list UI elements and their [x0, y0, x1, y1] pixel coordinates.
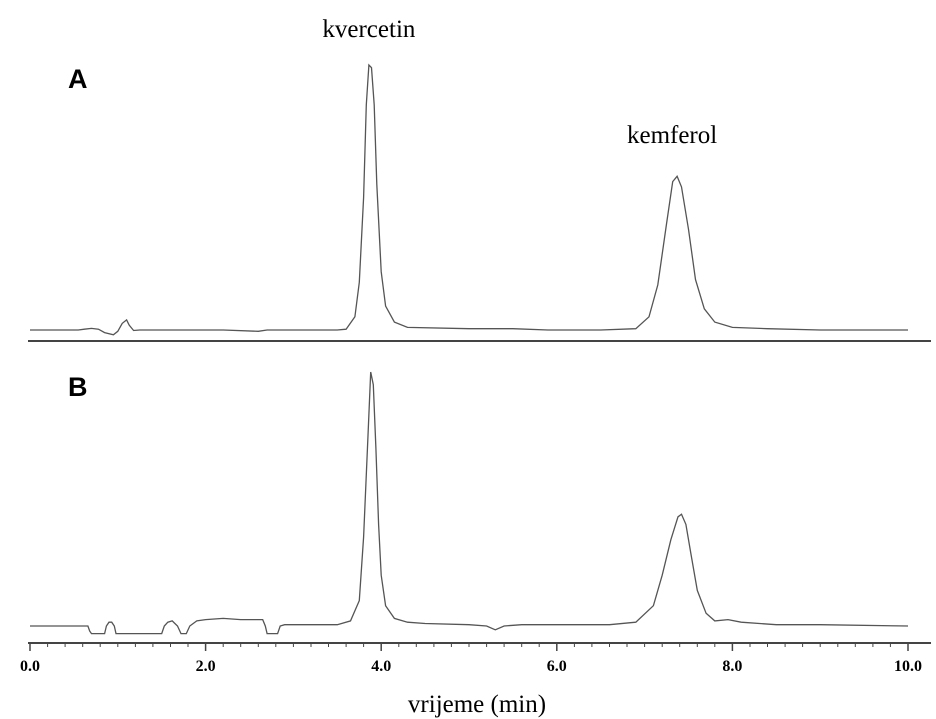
trace-a-line — [30, 63, 908, 336]
peak-label: kemferol — [627, 122, 717, 149]
x-tick-label: 2.0 — [196, 658, 216, 675]
trace-b-line — [30, 371, 909, 635]
panel-a: A kvercetin kemferol — [30, 16, 908, 336]
x-axis-title: vrijeme (min) — [408, 691, 546, 718]
x-axis-tick-labels: 0.0 2.0 4.0 6.0 8.0 10.0 — [20, 658, 922, 675]
x-axis: 0.0 2.0 4.0 6.0 8.0 10.0 vrijeme (min) — [20, 642, 931, 718]
panel-b-label: B — [68, 372, 88, 402]
peak-label: kvercetin — [322, 16, 416, 43]
peak-labels-a: kvercetin kemferol — [322, 16, 717, 149]
x-tick-label: 0.0 — [20, 658, 40, 675]
x-tick-label: 10.0 — [894, 658, 922, 675]
panel-a-label: A — [68, 64, 88, 94]
x-tick-label: 8.0 — [722, 658, 742, 675]
x-axis-ticks — [29, 643, 909, 651]
panel-b: B — [30, 371, 909, 635]
x-tick-label: 6.0 — [547, 658, 567, 675]
x-tick-label: 4.0 — [371, 658, 391, 675]
